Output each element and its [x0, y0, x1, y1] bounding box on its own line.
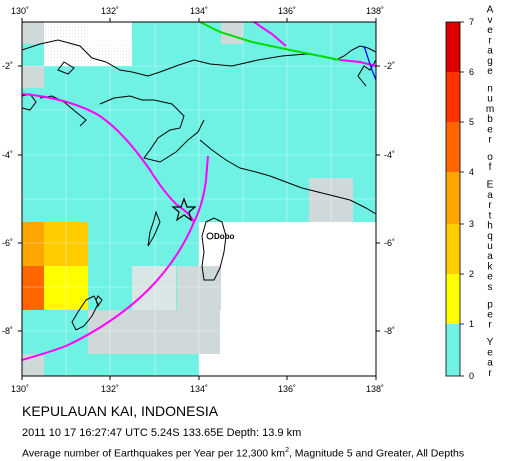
lon-tick-134-bottom: 134˚	[190, 384, 208, 394]
grid-lines	[22, 22, 376, 376]
legend-title-char: s	[487, 282, 492, 293]
no-data-cells	[44, 22, 376, 376]
legend-title-char: r	[488, 200, 492, 211]
legend-colorbar	[445, 21, 464, 377]
river-line	[363, 45, 377, 81]
lat-tick-4-right: -4˚	[384, 150, 395, 160]
legend-title-char: A	[487, 5, 494, 16]
legend-title-char: k	[487, 262, 492, 273]
description-prefix: Average number of Earthquakes per Year p…	[22, 447, 286, 460]
legend-title-char: h	[487, 221, 493, 232]
legend-title-char: u	[487, 241, 493, 252]
legend-title-char: e	[487, 66, 493, 77]
legend-tick-1: 1	[469, 319, 474, 329]
legend-title-char: e	[487, 310, 493, 321]
legend-title-char: e	[487, 272, 493, 283]
lat-tick-8-right: -8˚	[384, 326, 395, 336]
legend-title-char: r	[488, 135, 492, 146]
legend-swatch-1-2	[446, 274, 460, 324]
legend-title-char: r	[488, 320, 492, 331]
legend-title-char: g	[487, 56, 493, 67]
legend-tick-5: 5	[469, 117, 474, 127]
seismicity-map: Dobo 130˚ 132˚ 134˚ 136˚ 138˚ 130˚ 132˚ …	[2, 5, 494, 394]
legend-swatch-0-1	[446, 324, 460, 376]
legend-title-char: e	[487, 125, 493, 136]
legend-tick-4: 4	[469, 167, 474, 177]
lon-tick-138-top: 138˚	[366, 6, 384, 16]
legend-title-char: o	[487, 152, 493, 163]
legend-title-char: p	[487, 299, 493, 310]
lon-tick-134-top: 134˚	[190, 6, 208, 16]
lat-tick-2-left: -2˚	[2, 61, 13, 71]
lat-tick-6-right: -6˚	[384, 238, 395, 248]
map-description: Average number of Earthquakes per Year p…	[22, 447, 464, 460]
lat-tick-6-left: -6˚	[2, 238, 13, 248]
legend-title-char: m	[486, 104, 494, 115]
legend-title-char: r	[488, 36, 492, 47]
lon-tick-136-bottom: 136˚	[278, 384, 296, 394]
legend-title-char: E	[487, 180, 494, 191]
legend-title-char: q	[487, 231, 493, 242]
legend-swatch-2-3	[446, 224, 460, 274]
legend-title-char: r	[488, 368, 492, 379]
legend-tick-2: 2	[469, 269, 474, 279]
epicenter-star-icon	[171, 197, 197, 222]
legend-title-char: n	[487, 84, 493, 95]
lat-tick-8-left: -8˚	[2, 326, 13, 336]
dobo-marker	[206, 232, 214, 240]
legend-title-char: a	[487, 358, 493, 369]
dobo-label: Dobo	[214, 232, 235, 241]
legend-title-char: a	[487, 251, 493, 262]
legend-swatch-4-5	[446, 122, 460, 172]
coastlines	[21, 39, 377, 331]
legend-title-char: e	[487, 25, 493, 36]
lat-tick-4-left: -4˚	[2, 150, 13, 160]
legend-title-char: e	[487, 347, 493, 358]
map-title: KEPULAUAN KAI, INDONESIA	[22, 403, 219, 419]
map-ticks	[18, 18, 380, 380]
fault-line-green	[199, 21, 341, 61]
legend-swatch-6-7	[446, 22, 460, 72]
legend-swatch-5-6	[446, 72, 460, 122]
lon-tick-130-top: 130˚	[11, 6, 29, 16]
legend-tick-7: 7	[469, 17, 474, 27]
lon-tick-136-top: 136˚	[278, 6, 296, 16]
lon-tick-132-bottom: 132˚	[101, 384, 119, 394]
lon-tick-130-bottom: 130˚	[11, 384, 29, 394]
legend-title-char: u	[487, 94, 493, 105]
legend-title-char: b	[487, 114, 493, 125]
legend-tick-3: 3	[469, 219, 474, 229]
legend-title-char: a	[487, 46, 493, 57]
legend-tick-6: 6	[469, 67, 474, 77]
lat-tick-2-right: -2˚	[384, 61, 395, 71]
event-details: 2011 10 17 16:27:47 UTC 5.24S 133.65E De…	[22, 427, 302, 439]
legend-swatch-3-4	[446, 172, 460, 224]
legend-title-char: f	[489, 162, 492, 173]
legend-title-char: v	[487, 15, 492, 26]
legend-title-char: Y	[487, 337, 494, 348]
lon-tick-138-bottom: 138˚	[366, 384, 384, 394]
map-panel: Dobo	[21, 21, 377, 377]
description-suffix: , Magnitude 5 and Greater, All Depths	[288, 447, 465, 460]
lon-tick-132-top: 132˚	[101, 6, 119, 16]
legend-tick-0: 0	[469, 371, 474, 381]
description-superscript: 2	[285, 447, 289, 454]
legend-title-char: a	[487, 190, 493, 201]
legend-title-char: t	[489, 210, 492, 221]
